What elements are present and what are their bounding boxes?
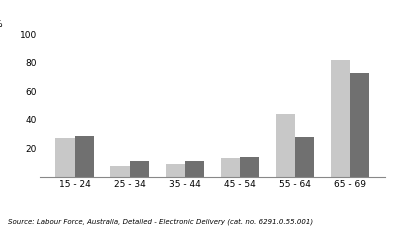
Bar bbox=[130, 161, 149, 177]
Bar bbox=[166, 164, 185, 177]
Text: Source: Labour Force, Australia, Detailed - Electronic Delivery (cat. no. 6291.0: Source: Labour Force, Australia, Detaile… bbox=[8, 218, 313, 225]
Bar bbox=[75, 136, 94, 177]
Bar bbox=[240, 157, 259, 177]
Bar bbox=[331, 60, 350, 177]
Bar bbox=[185, 161, 204, 177]
Bar bbox=[350, 73, 369, 177]
Bar bbox=[56, 138, 75, 177]
Text: %: % bbox=[0, 20, 2, 29]
Bar bbox=[295, 137, 314, 177]
Bar bbox=[276, 114, 295, 177]
Bar bbox=[110, 166, 130, 177]
Bar bbox=[221, 158, 240, 177]
